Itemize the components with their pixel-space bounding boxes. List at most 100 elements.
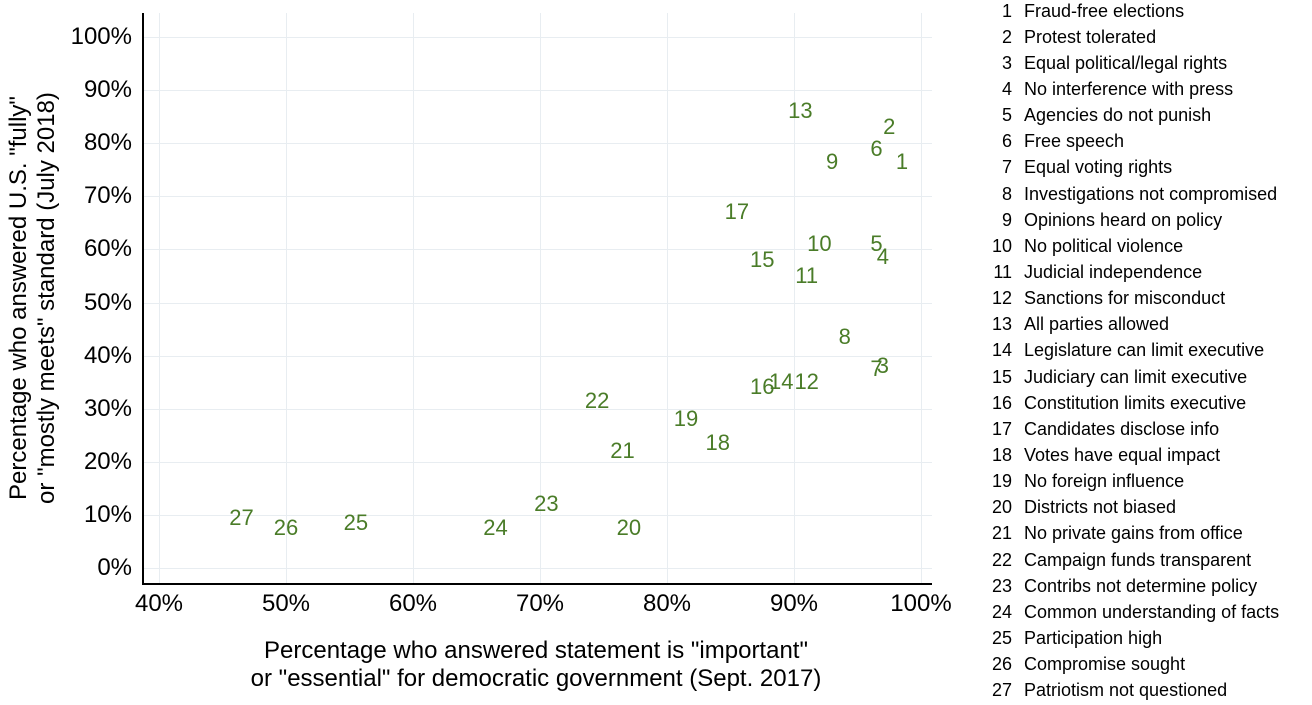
x-axis-title-line2: or "essential" for democratic government… [250, 665, 822, 692]
legend-item-label: No foreign influence [1024, 471, 1185, 492]
legend-row: 7 Equal voting rights [984, 155, 1312, 181]
legend-item-number: 23 [991, 575, 1012, 596]
legend-item-number: 18 [991, 444, 1012, 465]
vertical-gridline [667, 13, 668, 583]
legend-row: 10 No political violence [984, 233, 1312, 259]
legend-item-label: Votes have equal impact [1024, 444, 1221, 465]
legend-item-number: 9 [1001, 209, 1012, 230]
y-tick-label: 70% [83, 182, 132, 210]
legend-row: 6 Free speech [984, 129, 1312, 155]
data-point-label-23: 23 [534, 491, 559, 517]
y-tick-label: 40% [83, 341, 132, 369]
legend-item-number: 26 [991, 654, 1012, 675]
legend-item-label: Participation high [1024, 627, 1163, 648]
legend-row: 5 Agencies do not punish [984, 103, 1312, 129]
legend-item-label: Judiciary can limit executive [1024, 366, 1248, 387]
legend-item-label: Legislature can limit executive [1024, 340, 1265, 361]
horizontal-gridline [144, 568, 932, 569]
legend-row: 27 Patriotism not questioned [984, 678, 1312, 704]
data-point-label-6: 6 [870, 135, 883, 161]
legend-item-number: 24 [991, 601, 1012, 622]
legend-item-number: 2 [1001, 26, 1012, 47]
legend-item-label: Equal political/legal rights [1024, 52, 1228, 73]
legend-item-number: 7 [1001, 157, 1012, 178]
vertical-gridline [794, 13, 795, 583]
legend-row: 25 Participation high [984, 625, 1312, 651]
data-point-label-16: 16 [750, 374, 775, 400]
data-point-label-4: 4 [876, 244, 890, 270]
data-point-label-27: 27 [229, 504, 254, 530]
legend-row: 17 Candidates disclose info [984, 416, 1312, 442]
legend-row: 20 Districts not biased [984, 495, 1312, 521]
legend-item-number: 20 [991, 497, 1012, 518]
data-point-label-18: 18 [705, 430, 731, 456]
data-point-label-17: 17 [724, 199, 750, 225]
legend-item-label: Compromise sought [1024, 654, 1186, 675]
data-point-label-2: 2 [883, 114, 896, 140]
legend-item-number: 6 [1001, 131, 1012, 152]
horizontal-gridline [144, 37, 932, 38]
legend-row: 3 Equal political/legal rights [984, 50, 1312, 76]
data-point-label-5: 5 [870, 231, 883, 257]
x-tick-label: 60% [388, 590, 438, 617]
legend-item-label: Districts not biased [1024, 497, 1177, 518]
legend-row: 18 Votes have equal impact [984, 442, 1312, 468]
data-point-label-14: 14 [769, 369, 794, 395]
legend-item-label: Free speech [1024, 131, 1125, 152]
legend-item-label: All parties allowed [1024, 314, 1170, 335]
legend-item-label: Agencies do not punish [1024, 105, 1212, 126]
data-point-label-22: 22 [584, 387, 610, 413]
data-point-label-19: 19 [673, 406, 699, 432]
data-point-label-1: 1 [895, 148, 909, 174]
y-tick-label: 60% [83, 235, 132, 263]
legend-item-number: 13 [991, 314, 1012, 335]
x-tick-label: 50% [261, 590, 311, 617]
legend-item-number: 1 [1001, 0, 1012, 21]
horizontal-gridline [144, 196, 932, 198]
legend-row: 13 All parties allowed [984, 312, 1312, 338]
x-tick-label: 40% [134, 590, 184, 617]
legend-row: 14 Legislature can limit executive [984, 338, 1312, 364]
legend-item-label: Campaign funds transparent [1024, 549, 1252, 570]
legend-row: 19 No foreign influence [984, 469, 1312, 495]
legend-item-label: Equal voting rights [1024, 157, 1173, 178]
vertical-gridline [921, 13, 922, 583]
y-tick-label: 30% [83, 394, 132, 422]
legend-item-number: 25 [991, 627, 1012, 648]
y-tick-label: 50% [83, 288, 132, 316]
data-point-label-24: 24 [483, 515, 508, 541]
legend-item-label: Investigations not compromised [1024, 183, 1278, 204]
x-tick-label: 80% [642, 590, 692, 617]
data-point-label-25: 25 [343, 509, 369, 535]
legend: 1 Fraud-free elections 2 Protest tolerated 3… [984, 0, 1312, 704]
vertical-gridline [286, 13, 287, 583]
x-axis-title-line1: Percentage who answered statement is "im… [264, 637, 808, 664]
y-tick-label: 0% [97, 554, 132, 581]
legend-item-number: 14 [991, 340, 1012, 361]
data-point-label-8: 8 [838, 324, 851, 349]
horizontal-gridline [144, 408, 932, 410]
y-tick-label: 20% [83, 447, 132, 475]
horizontal-gridline [144, 249, 932, 251]
legend-item-number: 11 [993, 261, 1012, 282]
legend-item-number: 3 [1001, 52, 1012, 73]
vertical-gridline [540, 13, 541, 583]
legend-item-number: 12 [991, 288, 1012, 309]
data-point-label-9: 9 [825, 148, 839, 174]
legend-row: 1 Fraud-free elections [984, 0, 1312, 24]
legend-item-label: Protest tolerated [1024, 26, 1157, 47]
legend-item-number: 19 [991, 471, 1012, 492]
legend-item-label: No political violence [1024, 235, 1184, 256]
legend-row: 11 Judicial independence [984, 259, 1312, 285]
legend-item-label: Opinions heard on policy [1024, 209, 1223, 230]
legend-item-label: Common understanding of facts [1024, 601, 1280, 622]
legend-item-number: 5 [1001, 105, 1012, 126]
legend-item-label: Fraud-free elections [1024, 0, 1185, 21]
legend-item-label: Sanctions for misconduct [1024, 288, 1226, 309]
data-point-label-11: 11 [795, 262, 819, 288]
horizontal-gridline [144, 302, 932, 304]
legend-item-label: No private gains from office [1024, 523, 1243, 544]
data-point-label-10: 10 [807, 231, 832, 257]
legend-item-number: 22 [991, 549, 1012, 570]
legend-row: 24 Common understanding of facts [984, 599, 1312, 625]
